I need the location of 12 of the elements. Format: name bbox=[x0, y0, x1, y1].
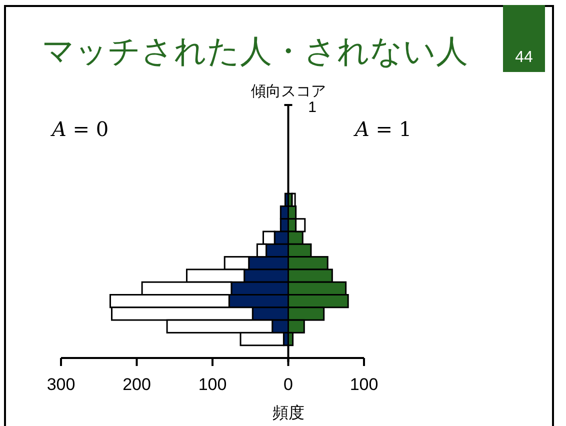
x-axis-title: 頻度 bbox=[272, 404, 304, 422]
text: 44 bbox=[515, 49, 533, 66]
x-tick-label: 200 bbox=[122, 375, 151, 394]
x-tick-label: 100 bbox=[350, 375, 378, 394]
x-tick-label: 100 bbox=[198, 375, 227, 394]
y-axis-title: 傾向スコア bbox=[250, 83, 326, 100]
annotation: 1 bbox=[308, 99, 316, 116]
x-tick-label: 300 bbox=[46, 375, 76, 394]
x-tick-label: 0 bbox=[284, 375, 293, 394]
annotation: A = 0 bbox=[50, 117, 109, 141]
chart-title: マッチされた人・されない人 bbox=[42, 33, 468, 69]
annotation: A = 1 bbox=[353, 117, 412, 141]
